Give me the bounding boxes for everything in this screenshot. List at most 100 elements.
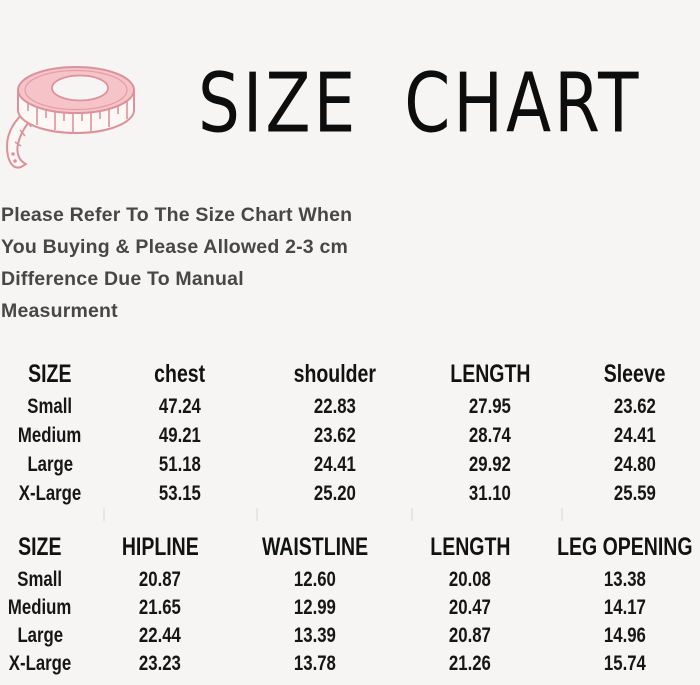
measurement-value: 24.41 bbox=[614, 423, 656, 447]
row-size-cell: X-Large bbox=[0, 479, 100, 508]
table-row: X-Large 23.23 13.78 21.26 15.74 bbox=[0, 649, 700, 677]
column-header: HIPLINE bbox=[80, 530, 240, 565]
measurement-cell: 25.20 bbox=[260, 479, 410, 508]
column-header-label: LENGTH bbox=[429, 533, 511, 561]
column-header-label: LENGTH bbox=[449, 360, 531, 388]
measurement-cell: 24.41 bbox=[260, 450, 410, 479]
measurement-value: 23.62 bbox=[614, 394, 656, 418]
measurement-cell: 20.47 bbox=[390, 593, 550, 621]
measurement-cell: 23.62 bbox=[570, 392, 700, 421]
measurement-cell: 13.38 bbox=[550, 565, 700, 593]
tops-size-table: SIZE chest shoulder LENGTH Sleeve Small 47.24 2… bbox=[0, 357, 700, 508]
measurement-cell: 14.17 bbox=[550, 593, 700, 621]
column-header-label: Sleeve bbox=[604, 360, 666, 388]
measurement-value: 23.23 bbox=[139, 650, 181, 675]
measurement-value: 25.20 bbox=[314, 481, 356, 505]
column-header: Sleeve bbox=[570, 357, 700, 392]
measurement-value: 20.87 bbox=[139, 566, 181, 591]
measurement-value: 25.59 bbox=[614, 481, 656, 505]
measurement-value: 13.78 bbox=[294, 650, 336, 675]
column-header-label: LEG OPENING bbox=[557, 533, 693, 561]
measurement-cell: 20.87 bbox=[80, 565, 240, 593]
measurement-value: 13.39 bbox=[294, 622, 336, 647]
measurement-value: 23.62 bbox=[314, 423, 356, 447]
column-header: SIZE bbox=[0, 530, 80, 565]
divider-tick bbox=[103, 508, 105, 521]
measurement-cell: 13.78 bbox=[240, 649, 390, 677]
measurement-cell: 12.99 bbox=[240, 593, 390, 621]
measurement-value: 47.24 bbox=[159, 394, 201, 418]
row-size-label: Large bbox=[17, 622, 63, 647]
measurement-value: 22.44 bbox=[139, 622, 181, 647]
row-size-label: Small bbox=[17, 566, 63, 591]
measurement-cell: 51.18 bbox=[100, 450, 260, 479]
row-size-cell: X-Large bbox=[0, 649, 80, 677]
measurement-value: 31.10 bbox=[469, 481, 511, 505]
column-header-label: chest bbox=[154, 360, 206, 388]
measurement-value: 21.65 bbox=[139, 594, 181, 619]
page-title: SIZE CHART bbox=[198, 56, 642, 152]
column-header: LENGTH bbox=[410, 357, 570, 392]
measurement-cell: 21.65 bbox=[80, 593, 240, 621]
table-row: Medium 49.21 23.62 28.74 24.41 bbox=[0, 421, 700, 450]
table-row: Large 51.18 24.41 29.92 24.80 bbox=[0, 450, 700, 479]
column-header: shoulder bbox=[260, 357, 410, 392]
header: SIZE CHART bbox=[0, 0, 700, 196]
measurement-value: 24.80 bbox=[614, 452, 656, 476]
measurement-cell: 47.24 bbox=[100, 392, 260, 421]
measurement-value: 12.99 bbox=[294, 594, 336, 619]
column-header: LENGTH bbox=[390, 530, 550, 565]
measurement-value: 53.15 bbox=[159, 481, 201, 505]
measuring-tape-icon bbox=[6, 66, 135, 169]
divider-tick bbox=[411, 508, 413, 521]
measurement-value: 49.21 bbox=[159, 423, 201, 447]
measurement-cell: 24.41 bbox=[570, 421, 700, 450]
measurement-value: 14.96 bbox=[604, 622, 646, 647]
row-size-cell: Medium bbox=[0, 421, 100, 450]
row-size-label: Small bbox=[27, 394, 73, 418]
bottoms-size-table: SIZE HIPLINE WAISTLINE LENGTH LEG OPENING Sma… bbox=[0, 530, 700, 677]
measurement-cell: 23.23 bbox=[80, 649, 240, 677]
measurement-cell: 24.80 bbox=[570, 450, 700, 479]
measurement-cell: 29.92 bbox=[410, 450, 570, 479]
measurement-value: 24.41 bbox=[314, 452, 356, 476]
measurement-cell: 15.74 bbox=[550, 649, 700, 677]
note-line: Measurment bbox=[1, 300, 118, 322]
row-size-cell: Large bbox=[0, 450, 100, 479]
row-size-cell: Small bbox=[0, 392, 100, 421]
row-size-label: Medium bbox=[18, 423, 82, 447]
measurement-cell: 20.08 bbox=[390, 565, 550, 593]
column-header-label: SIZE bbox=[18, 533, 62, 561]
measurement-cell: 28.74 bbox=[410, 421, 570, 450]
table-header-row: SIZE HIPLINE WAISTLINE LENGTH LEG OPENING bbox=[0, 530, 700, 565]
table-row: Large 22.44 13.39 20.87 14.96 bbox=[0, 621, 700, 649]
row-size-label: X-Large bbox=[18, 481, 82, 505]
measurement-value: 20.08 bbox=[449, 566, 491, 591]
column-header: chest bbox=[100, 357, 260, 392]
measurement-cell: 13.39 bbox=[240, 621, 390, 649]
row-size-cell: Medium bbox=[0, 593, 80, 621]
measurement-value: 27.95 bbox=[469, 394, 511, 418]
row-size-cell: Large bbox=[0, 621, 80, 649]
table-row: Small 47.24 22.83 27.95 23.62 bbox=[0, 392, 700, 421]
row-size-label: X-Large bbox=[8, 650, 72, 675]
measurement-value: 20.87 bbox=[449, 622, 491, 647]
column-header: LEG OPENING bbox=[550, 530, 700, 565]
column-header-label: HIPLINE bbox=[121, 533, 199, 561]
measurement-cell: 27.95 bbox=[410, 392, 570, 421]
measurement-cell: 31.10 bbox=[410, 479, 570, 508]
note-line: Difference Due To Manual bbox=[1, 268, 244, 290]
measurement-cell: 14.96 bbox=[550, 621, 700, 649]
column-header: WAISTLINE bbox=[240, 530, 390, 565]
divider-tick bbox=[561, 508, 563, 521]
note-line: You Buying & Please Allowed 2-3 cm bbox=[1, 236, 349, 258]
measurement-cell: 23.62 bbox=[260, 421, 410, 450]
measurement-value: 15.74 bbox=[604, 650, 646, 675]
table-row: Small 20.87 12.60 20.08 13.38 bbox=[0, 565, 700, 593]
table-row: Medium 21.65 12.99 20.47 14.17 bbox=[0, 593, 700, 621]
measurement-value: 14.17 bbox=[604, 594, 646, 619]
measurement-cell: 25.59 bbox=[570, 479, 700, 508]
measurement-cell: 53.15 bbox=[100, 479, 260, 508]
table-row: X-Large 53.15 25.20 31.10 25.59 bbox=[0, 479, 700, 508]
